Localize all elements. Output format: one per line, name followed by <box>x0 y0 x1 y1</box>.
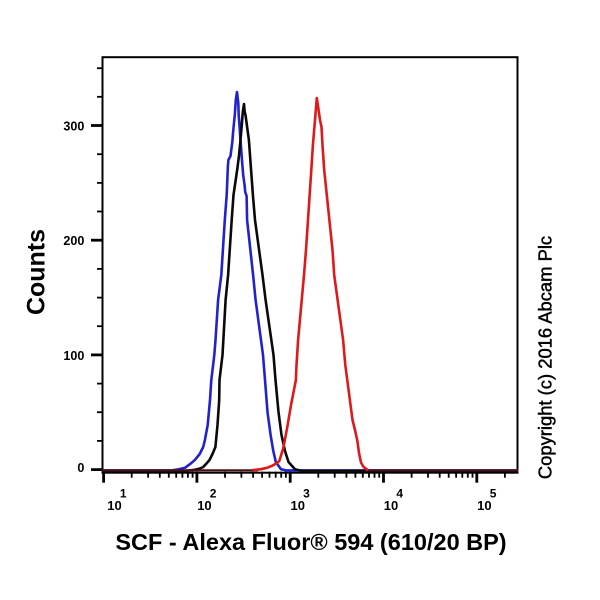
svg-text:10: 10 <box>477 498 491 513</box>
svg-text:1: 1 <box>120 487 127 501</box>
svg-text:3: 3 <box>303 487 310 501</box>
svg-text:Counts: Counts <box>22 229 50 315</box>
svg-text:2: 2 <box>210 487 217 501</box>
svg-text:200: 200 <box>63 234 84 248</box>
svg-text:10: 10 <box>107 498 121 513</box>
svg-text:5: 5 <box>490 487 497 501</box>
svg-text:100: 100 <box>63 349 84 363</box>
svg-text:10: 10 <box>197 498 211 513</box>
svg-text:10: 10 <box>291 498 305 513</box>
svg-text:Copyright (c) 2016 Abcam Plc: Copyright (c) 2016 Abcam Plc <box>534 236 555 479</box>
svg-text:300: 300 <box>63 119 84 133</box>
svg-text:0: 0 <box>77 461 84 475</box>
svg-text:10: 10 <box>384 498 398 513</box>
svg-text:SCF - Alexa Fluor® 594 (610/20: SCF - Alexa Fluor® 594 (610/20 BP) <box>115 529 506 555</box>
svg-text:4: 4 <box>396 487 403 501</box>
